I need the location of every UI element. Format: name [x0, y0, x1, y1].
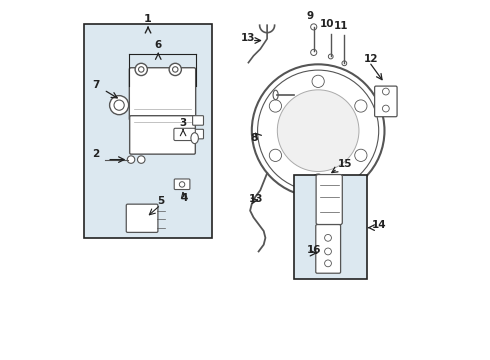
Text: 2: 2: [92, 149, 99, 159]
Text: 15: 15: [338, 159, 352, 170]
Circle shape: [139, 67, 144, 72]
Ellipse shape: [191, 133, 198, 144]
Text: 4: 4: [181, 193, 188, 203]
Circle shape: [383, 88, 389, 95]
Text: 13: 13: [241, 32, 255, 42]
Ellipse shape: [179, 182, 185, 187]
Bar: [294, 175, 368, 279]
FancyBboxPatch shape: [174, 179, 190, 189]
Circle shape: [355, 100, 367, 112]
Circle shape: [270, 149, 282, 161]
Circle shape: [328, 54, 333, 59]
Text: 10: 10: [320, 19, 335, 29]
FancyBboxPatch shape: [126, 204, 158, 233]
Circle shape: [342, 61, 347, 66]
Text: 3: 3: [179, 118, 187, 127]
Ellipse shape: [138, 156, 145, 163]
Circle shape: [312, 174, 324, 186]
FancyBboxPatch shape: [129, 68, 196, 121]
FancyBboxPatch shape: [375, 86, 397, 117]
Circle shape: [169, 63, 181, 76]
FancyBboxPatch shape: [316, 175, 343, 225]
Circle shape: [312, 75, 324, 87]
Circle shape: [270, 100, 282, 112]
Circle shape: [277, 90, 359, 171]
Circle shape: [311, 24, 317, 30]
Text: 5: 5: [157, 196, 164, 206]
Text: 13: 13: [249, 194, 264, 204]
Text: 12: 12: [364, 54, 378, 64]
Circle shape: [114, 100, 124, 110]
Circle shape: [383, 105, 389, 112]
Text: 7: 7: [92, 80, 99, 90]
FancyBboxPatch shape: [193, 116, 203, 125]
FancyBboxPatch shape: [316, 225, 341, 273]
Ellipse shape: [273, 90, 278, 100]
Circle shape: [258, 70, 379, 191]
Ellipse shape: [127, 156, 135, 163]
Text: 11: 11: [334, 21, 348, 31]
Circle shape: [324, 248, 331, 255]
Circle shape: [324, 260, 331, 267]
Circle shape: [355, 149, 367, 161]
FancyBboxPatch shape: [130, 116, 196, 154]
Bar: [84, 23, 212, 238]
Text: 8: 8: [250, 133, 257, 143]
Circle shape: [311, 49, 317, 55]
Text: 14: 14: [371, 220, 386, 230]
Text: 1: 1: [144, 14, 152, 24]
Circle shape: [135, 63, 147, 76]
Circle shape: [172, 67, 178, 72]
Circle shape: [252, 64, 385, 197]
Circle shape: [324, 234, 331, 241]
Circle shape: [110, 96, 129, 115]
Text: 16: 16: [307, 245, 321, 255]
Text: 6: 6: [155, 40, 162, 50]
FancyBboxPatch shape: [193, 129, 203, 139]
Text: 9: 9: [307, 11, 314, 21]
FancyBboxPatch shape: [174, 128, 196, 140]
